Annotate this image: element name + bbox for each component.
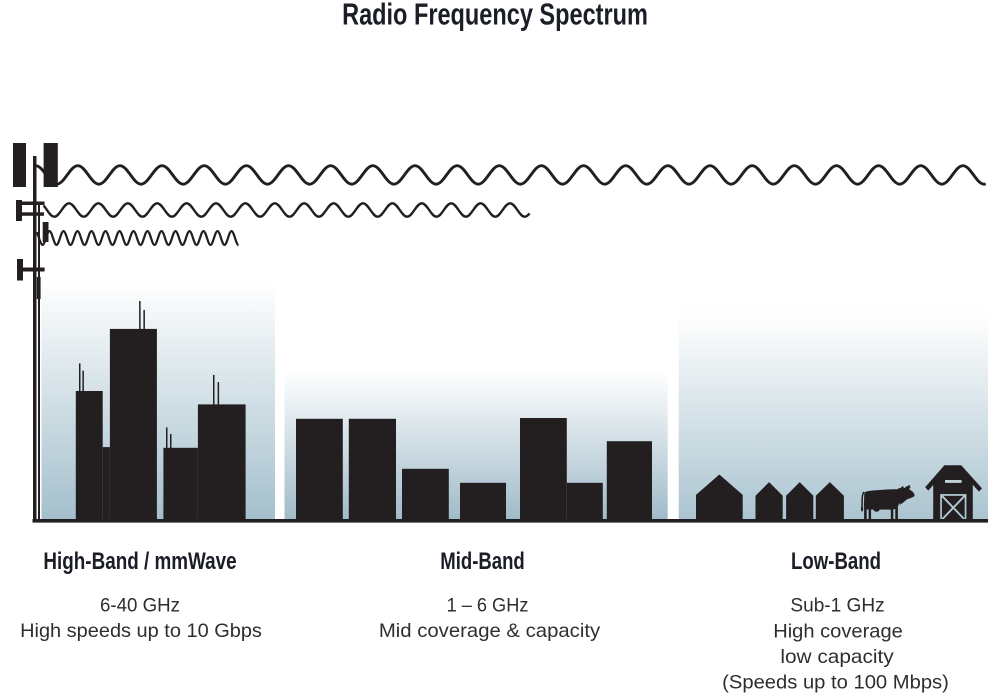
svg-text:High-Band / mmWave: High-Band / mmWave — [43, 546, 236, 574]
svg-text:Mid-Band: Mid-Band — [440, 546, 524, 574]
svg-text:Low-Band: Low-Band — [791, 546, 881, 574]
svg-text:6-40 GHz: 6-40 GHz — [100, 595, 180, 616]
svg-text:High coverage: High coverage — [773, 621, 903, 643]
svg-text:Radio Frequency Spectrum: Radio Frequency Spectrum — [342, 0, 648, 31]
svg-text:1 – 6 GHz: 1 – 6 GHz — [447, 594, 529, 616]
svg-text:Sub-1 GHz: Sub-1 GHz — [790, 595, 884, 616]
svg-text:High speeds up to 10 Gbps: High speeds up to 10 Gbps — [20, 620, 262, 642]
svg-text:low capacity: low capacity — [780, 647, 894, 668]
svg-text:(Speeds up to 100 Mbps): (Speeds up to 100 Mbps) — [722, 672, 949, 694]
svg-text:Mid coverage & capacity: Mid coverage & capacity — [379, 620, 600, 642]
